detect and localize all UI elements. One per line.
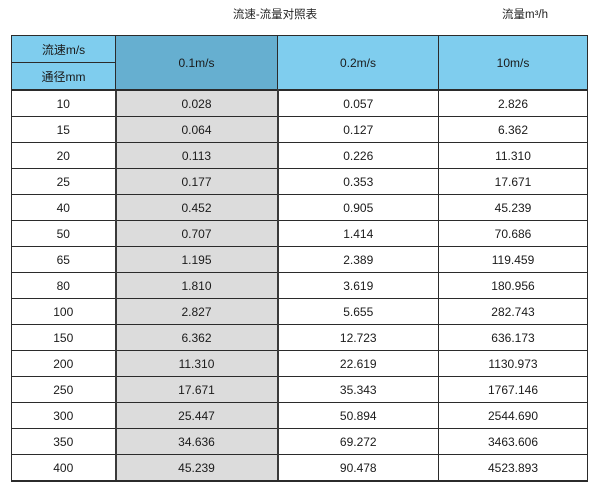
- cell-flow-value: 0.353: [277, 168, 439, 195]
- cell-flow-value: 0.226: [277, 142, 439, 169]
- table-row: 200 11.310 22.619 1130.973: [11, 350, 588, 377]
- table-header: 流速m/s 0.1m/s 0.2m/s 10m/s 通径mm: [11, 35, 588, 91]
- cell-flow-value: 1.414: [277, 220, 439, 247]
- cell-flow-value: 0.177: [114, 168, 279, 195]
- cell-flow-value: 282.743: [438, 298, 588, 325]
- cell-flow-value: 45.239: [114, 454, 279, 482]
- table-row: 80 1.810 3.619 180.956: [11, 272, 588, 299]
- cell-flow-value: 6.362: [114, 324, 279, 351]
- header-velocity-0: 0.1m/s: [115, 35, 278, 91]
- table-row: 20 0.113 0.226 11.310: [11, 142, 588, 169]
- cell-flow-value: 5.655: [277, 298, 439, 325]
- cell-nominal-diameter: 15: [11, 116, 116, 143]
- cell-nominal-diameter: 50: [11, 220, 116, 247]
- cell-nominal-diameter: 100: [11, 298, 116, 325]
- table-header-row-top: 流速m/s 0.1m/s 0.2m/s 10m/s: [11, 35, 588, 91]
- cell-flow-value: 0.452: [114, 194, 279, 221]
- caption-strip: 流速-流量对照表 流量m³/h: [0, 0, 600, 36]
- cell-flow-value: 17.671: [114, 376, 279, 403]
- cell-flow-value: 12.723: [277, 324, 439, 351]
- cell-flow-value: 0.113: [114, 142, 279, 169]
- cell-flow-value: 50.894: [277, 402, 439, 429]
- cell-nominal-diameter: 300: [11, 402, 116, 429]
- cell-flow-value: 1.195: [114, 246, 279, 273]
- flow-velocity-table-wrapper: 流速m/s 0.1m/s 0.2m/s 10m/s 通径mm 10 0.028 0.…: [11, 35, 588, 482]
- cell-nominal-diameter: 400: [11, 454, 116, 482]
- header-diameter-corner-label: 通径mm: [11, 62, 116, 91]
- table-row: 100 2.827 5.655 282.743: [11, 298, 588, 325]
- table-row: 250 17.671 35.343 1767.146: [11, 376, 588, 403]
- flow-unit-label: 流量m³/h: [502, 9, 548, 21]
- cell-flow-value: 636.173: [438, 324, 588, 351]
- cell-flow-value: 17.671: [438, 168, 588, 195]
- cell-flow-value: 70.686: [438, 220, 588, 247]
- cell-nominal-diameter: 200: [11, 350, 116, 377]
- cell-nominal-diameter: 150: [11, 324, 116, 351]
- cell-nominal-diameter: 65: [11, 246, 116, 273]
- cell-flow-value: 69.272: [277, 428, 439, 455]
- cell-flow-value: 0.057: [277, 89, 439, 117]
- cell-flow-value: 0.905: [277, 194, 439, 221]
- cell-flow-value: 11.310: [438, 142, 588, 169]
- cell-flow-value: 3.619: [277, 272, 439, 299]
- cell-flow-value: 6.362: [438, 116, 588, 143]
- cell-flow-value: 0.127: [277, 116, 439, 143]
- cell-flow-value: 22.619: [277, 350, 439, 377]
- flow-velocity-table: 流速m/s 0.1m/s 0.2m/s 10m/s 通径mm 10 0.028 0.…: [11, 35, 588, 482]
- cell-flow-value: 3463.606: [438, 428, 588, 455]
- cell-flow-value: 35.343: [277, 376, 439, 403]
- cell-flow-value: 11.310: [114, 350, 279, 377]
- table-row: 15 0.064 0.127 6.362: [11, 116, 588, 143]
- header-velocity-1: 0.2m/s: [277, 35, 439, 91]
- cell-nominal-diameter: 80: [11, 272, 116, 299]
- header-velocity-corner-label: 流速m/s: [11, 35, 116, 63]
- cell-flow-value: 2.827: [114, 298, 279, 325]
- table-body: 10 0.028 0.057 2.826 15 0.064 0.127 6.362 20 0.11…: [11, 89, 588, 482]
- cell-flow-value: 180.956: [438, 272, 588, 299]
- cell-flow-value: 0.028: [114, 89, 279, 117]
- page-title: 流速-流量对照表: [232, 9, 318, 21]
- table-header-row-bottom: 通径mm: [11, 62, 588, 91]
- table-row: 350 34.636 69.272 3463.606: [11, 428, 588, 455]
- table-row: 65 1.195 2.389 119.459: [11, 246, 588, 273]
- cell-nominal-diameter: 350: [11, 428, 116, 455]
- cell-nominal-diameter: 10: [11, 89, 116, 117]
- cell-flow-value: 0.064: [114, 116, 279, 143]
- table-row: 300 25.447 50.894 2544.690: [11, 402, 588, 429]
- table-row: 50 0.707 1.414 70.686: [11, 220, 588, 247]
- cell-flow-value: 1.810: [114, 272, 279, 299]
- cell-flow-value: 2.826: [438, 89, 588, 117]
- table-row: 150 6.362 12.723 636.173: [11, 324, 588, 351]
- table-row: 10 0.028 0.057 2.826: [11, 89, 588, 117]
- cell-flow-value: 25.447: [114, 402, 279, 429]
- cell-nominal-diameter: 250: [11, 376, 116, 403]
- cell-flow-value: 90.478: [277, 454, 439, 482]
- cell-flow-value: 2544.690: [438, 402, 588, 429]
- cell-nominal-diameter: 25: [11, 168, 116, 195]
- cell-nominal-diameter: 40: [11, 194, 116, 221]
- cell-flow-value: 45.239: [438, 194, 588, 221]
- cell-flow-value: 1130.973: [438, 350, 588, 377]
- cell-flow-value: 1767.146: [438, 376, 588, 403]
- cell-flow-value: 4523.893: [438, 454, 588, 482]
- cell-flow-value: 34.636: [114, 428, 279, 455]
- table-row: 40 0.452 0.905 45.239: [11, 194, 588, 221]
- cell-nominal-diameter: 20: [11, 142, 116, 169]
- cell-flow-value: 2.389: [277, 246, 439, 273]
- cell-flow-value: 0.707: [114, 220, 279, 247]
- table-row: 25 0.177 0.353 17.671: [11, 168, 588, 195]
- header-velocity-2: 10m/s: [438, 35, 588, 91]
- table-row: 400 45.239 90.478 4523.893: [11, 454, 588, 482]
- cell-flow-value: 119.459: [438, 246, 588, 273]
